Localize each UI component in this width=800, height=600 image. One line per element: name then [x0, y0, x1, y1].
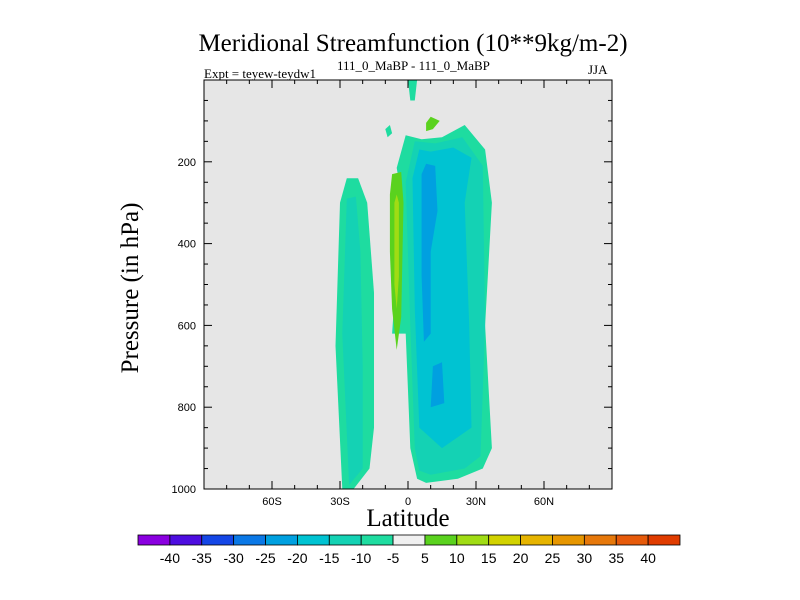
- colorbar-box-3: [233, 534, 266, 546]
- x-tick-label: 30N: [466, 496, 486, 508]
- colorbar-box-6: [328, 534, 362, 546]
- colorbar-box-1: [169, 534, 203, 546]
- colorbar-label: -15: [319, 550, 339, 566]
- colorbar-box-5: [297, 534, 330, 546]
- colorbar-box-15: [615, 534, 649, 546]
- contour-regions: [335, 80, 492, 489]
- chart-title: Meridional Streamfunction (10**9kg/m-2): [198, 30, 628, 57]
- x-axis-label: Latitude: [366, 505, 450, 532]
- contour-region-1: [385, 125, 393, 138]
- colorbar-label: -40: [160, 550, 180, 566]
- colorbar-box-8: [392, 534, 426, 546]
- colorbar-label: -35: [192, 550, 212, 566]
- colorbar-label: -25: [255, 550, 275, 566]
- contour-region-2: [408, 80, 418, 101]
- colorbar-box-9: [424, 534, 458, 546]
- x-tick-label: 60N: [534, 496, 554, 508]
- contour-region-8: [430, 362, 445, 408]
- colorbar-box-10: [456, 534, 490, 546]
- experiment-label: Expt = teyew-teydw1: [204, 66, 317, 81]
- y-tick-label: 800: [178, 402, 196, 414]
- colorbar-label: 10: [449, 550, 465, 566]
- contour-region-10: [426, 116, 440, 132]
- x-tick-label: 0: [405, 496, 411, 508]
- colorbar-label: 5: [421, 550, 429, 566]
- colorbar-label: -30: [224, 550, 244, 566]
- colorbar-label: -10: [351, 550, 371, 566]
- colorbar-box-2: [201, 534, 235, 546]
- y-tick-label: 400: [178, 239, 196, 251]
- colorbar: -40 -35 -30 -25 -20 -15 -10 -5 5 10 15 20 25 30 35 40: [137, 534, 681, 566]
- y-tick-label: 1000: [172, 484, 196, 496]
- colorbar-label: -5: [387, 550, 400, 566]
- contour-region-7: [421, 163, 438, 342]
- axis-ticks: 60S 30S 0 30N 60N 200 400 600 800 1000: [172, 80, 612, 508]
- colorbar-label: 25: [545, 550, 561, 566]
- colorbar-label: 15: [481, 550, 497, 566]
- contour-region-4: [342, 196, 363, 485]
- colorbar-box-0: [137, 534, 171, 546]
- y-tick-label: 200: [178, 157, 196, 169]
- x-tick-label: 30S: [330, 496, 350, 508]
- colorbar-label: -20: [287, 550, 307, 566]
- chart-subtitle: 111_0_MaBP - 111_0_MaBP: [337, 58, 490, 73]
- y-tick-label: 600: [178, 320, 196, 332]
- contour-region-11: [394, 194, 399, 309]
- colorbar-box-12: [520, 534, 553, 546]
- x-tick-label: 60S: [262, 496, 282, 508]
- colorbar-label: 30: [577, 550, 593, 566]
- colorbar-box-14: [583, 534, 617, 546]
- colorbar-box-16: [647, 534, 681, 546]
- colorbar-box-4: [265, 534, 298, 546]
- colorbar-box-7: [360, 534, 394, 546]
- colorbar-box-11: [488, 534, 521, 546]
- colorbar-label: 35: [608, 550, 624, 566]
- colorbar-box-13: [552, 534, 585, 546]
- season-label: JJA: [588, 62, 608, 77]
- colorbar-label: 20: [513, 550, 529, 566]
- colorbar-label: 40: [640, 550, 656, 566]
